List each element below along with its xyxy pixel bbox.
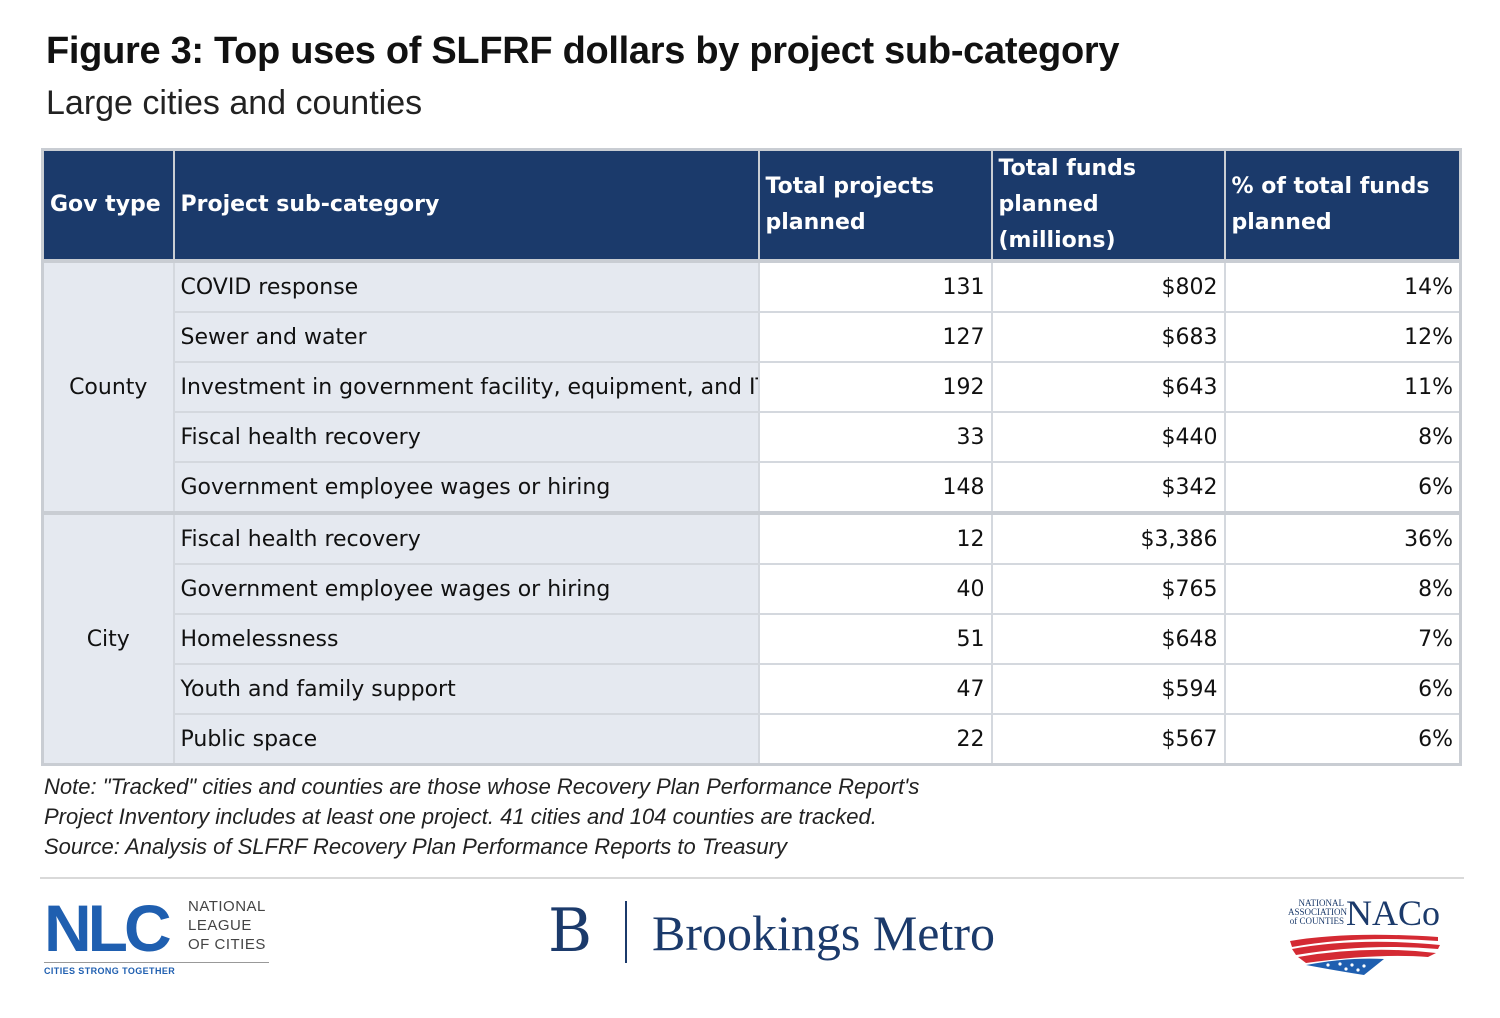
funds-cell: $3,386	[990, 511, 1226, 565]
projects-cell: 33	[757, 411, 993, 463]
category-cell: Fiscal health recovery	[172, 411, 760, 463]
column-header-total-projects: Total projects planned	[757, 148, 993, 262]
column-header-gov-type: Gov type	[41, 148, 175, 262]
funds-cell: $342	[990, 461, 1226, 514]
brookings-logo-mark: B	[548, 896, 593, 966]
pct-cell: 11%	[1223, 361, 1462, 413]
projects-cell: 127	[757, 311, 993, 363]
funds-cell: $643	[990, 361, 1226, 413]
pct-cell: 8%	[1223, 411, 1462, 463]
figure-title: Figure 3: Top uses of SLFRF dollars by p…	[46, 30, 1120, 72]
brookings-logo-name: Brookings Metro	[652, 905, 996, 961]
table-row: Government employee wages or hiring 40 $…	[43, 563, 1462, 615]
pct-cell: 8%	[1223, 563, 1462, 615]
footer-divider	[40, 877, 1464, 879]
nlc-name-line: NATIONAL	[188, 898, 266, 915]
category-cell: COVID response	[172, 259, 760, 313]
gov-type-cell: County	[41, 259, 175, 514]
pct-cell: 6%	[1223, 461, 1462, 514]
table-row: Sewer and water 127 $683 12%	[43, 311, 1462, 363]
funds-cell: $440	[990, 411, 1226, 463]
note-line: Note: "Tracked" cities and counties are …	[44, 774, 920, 799]
column-header-total-funds: Total funds planned (millions)	[990, 148, 1226, 262]
pct-cell: 14%	[1223, 259, 1462, 313]
table-row: Fiscal health recovery 33 $440 8%	[43, 411, 1462, 463]
nlc-name-line: LEAGUE	[188, 917, 252, 934]
naco-small-line: of COUNTIES	[1289, 916, 1344, 926]
table-header-row: Gov type Project sub-category Total proj…	[41, 148, 1462, 262]
naco-logo-small-text: NATIONAL ASSOCIATION of COUNTIES	[1288, 898, 1348, 926]
category-cell: Government employee wages or hiring	[172, 461, 760, 514]
nlc-tagline: CITIES STRONG TOGETHER	[44, 966, 176, 976]
pct-cell: 6%	[1223, 663, 1462, 715]
projects-cell: 47	[757, 663, 993, 715]
table-row: City Fiscal health recovery 12 $3,386 36…	[41, 511, 1462, 766]
funds-cell: $648	[990, 613, 1226, 665]
pct-cell: 6%	[1223, 713, 1462, 766]
naco-logo-mark: NACo	[1346, 893, 1441, 933]
funds-cell: $802	[990, 259, 1226, 313]
nlc-logo-rule	[44, 962, 269, 963]
brookings-logo-separator	[625, 901, 627, 963]
table-row: Homelessness 51 $648 7%	[43, 613, 1462, 665]
column-header-pct-funds: % of total funds planned	[1223, 148, 1462, 262]
projects-cell: 148	[757, 461, 993, 514]
projects-cell: 12	[757, 511, 993, 565]
pct-cell: 7%	[1223, 613, 1462, 665]
naco-small-line: NATIONAL	[1298, 898, 1345, 908]
projects-cell: 51	[757, 613, 993, 665]
naco-flag-icon	[1290, 934, 1440, 975]
nlc-logo-name: NATIONAL LEAGUE OF CITIES	[188, 897, 266, 954]
gov-type-cell: City	[41, 511, 175, 766]
footnote: Note: "Tracked" cities and counties are …	[44, 772, 919, 862]
projects-cell: 192	[757, 361, 993, 413]
naco-small-line: ASSOCIATION	[1288, 907, 1348, 917]
projects-cell: 40	[757, 563, 993, 615]
nlc-logo-mark: NLC	[44, 891, 172, 965]
table-row: Youth and family support 47 $594 6%	[43, 663, 1462, 715]
category-cell: Youth and family support	[172, 663, 760, 715]
table-row: County COVID response 131 $802 14%	[41, 259, 1462, 514]
pct-cell: 36%	[1223, 511, 1462, 565]
projects-cell: 131	[757, 259, 993, 313]
source-line: Source: Analysis of SLFRF Recovery Plan …	[44, 834, 787, 859]
category-cell: Homelessness	[172, 613, 760, 665]
category-cell: Investment in government facility, equip…	[172, 361, 760, 413]
table-row: Investment in government facility, equip…	[43, 361, 1462, 413]
nlc-name-line: OF CITIES	[188, 936, 266, 953]
nlc-logo: NLC NATIONAL LEAGUE OF CITIES CITIES STR…	[44, 893, 284, 983]
funds-cell: $567	[990, 713, 1226, 766]
table-row: Public space 22 $567 6%	[43, 713, 1462, 766]
funds-cell: $765	[990, 563, 1226, 615]
column-header-project-sub-category: Project sub-category	[172, 148, 760, 262]
table-row: Government employee wages or hiring 148 …	[43, 461, 1462, 514]
category-cell: Sewer and water	[172, 311, 760, 363]
projects-cell: 22	[757, 713, 993, 766]
funds-cell: $594	[990, 663, 1226, 715]
data-table: Gov type Project sub-category Total proj…	[41, 148, 1462, 766]
funds-cell: $683	[990, 311, 1226, 363]
figure-subtitle: Large cities and counties	[46, 84, 423, 122]
category-cell: Government employee wages or hiring	[172, 563, 760, 615]
category-cell: Public space	[172, 713, 760, 766]
pct-cell: 12%	[1223, 311, 1462, 363]
note-line: Project Inventory includes at least one …	[44, 804, 877, 829]
naco-logo: NATIONAL ASSOCIATION of COUNTIES NACo	[1288, 893, 1460, 977]
category-cell: Fiscal health recovery	[172, 511, 760, 565]
